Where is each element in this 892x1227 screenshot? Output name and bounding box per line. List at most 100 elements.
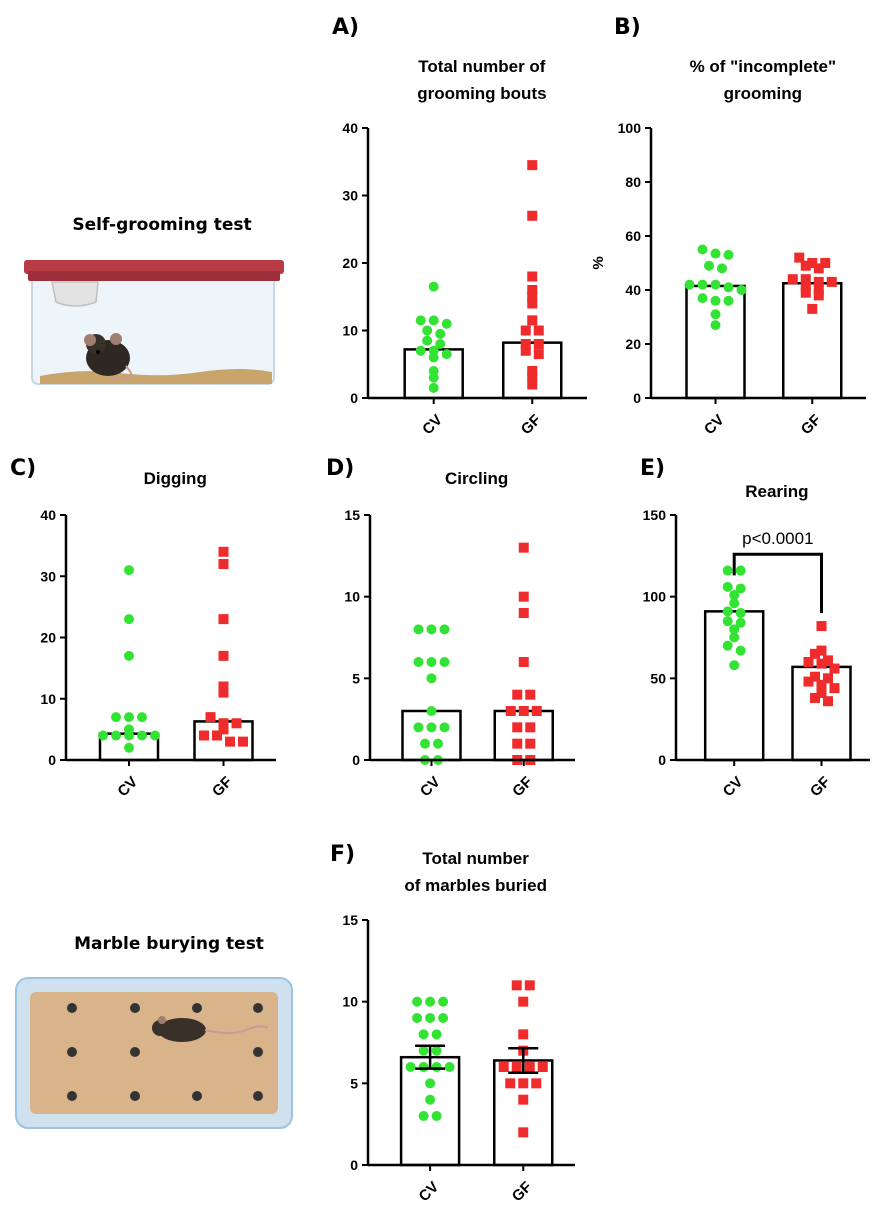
y-tick-label: 60 [625,228,641,244]
data-point-cv [438,1013,449,1023]
data-point-cv [441,349,452,360]
scene-title-grooming: Self-grooming test [72,215,251,235]
y-axis-label: % [590,256,607,269]
data-point-gf [218,687,229,698]
data-point-cv [697,244,708,255]
data-point-gf [810,692,820,703]
data-point-cv [697,279,708,290]
y-tick-label: 0 [352,752,360,768]
y-tick-label: 10 [344,589,360,605]
y-tick-label: 0 [48,752,56,768]
chart-title: Rearing [745,482,808,501]
data-point-cv [413,657,424,667]
data-point-gf [823,655,833,666]
marble [67,1003,77,1013]
y-tick-label: 20 [342,255,358,271]
y-tick-label: 20 [625,336,641,352]
data-point-gf [199,730,209,741]
data-point-cv [710,309,721,320]
data-point-gf [800,282,811,293]
data-point-gf [829,663,840,674]
marble [130,1091,140,1101]
data-point-gf [527,315,538,326]
chart-panel-5: F) Total number of marbles buried 0 5 10 15 CV G… [330,842,575,1205]
data-point-cv [418,1029,429,1040]
data-point-gf [511,1062,522,1072]
data-point-gf [527,291,538,302]
data-point-cv [735,645,746,656]
panel-letter: E) [640,456,665,481]
data-point-gf [816,645,827,656]
data-point-cv [710,248,721,259]
data-point-cv [418,1062,429,1072]
data-point-gf [787,274,798,285]
data-point-gf [205,712,216,723]
data-point-gf [813,263,824,274]
data-point-cv [124,742,134,753]
data-point-cv [736,285,747,295]
data-point-gf [225,736,235,747]
data-point-gf [238,736,248,747]
chart-title: % of "incomplete" [690,57,836,76]
bar-cv [399,1055,461,1167]
data-point-cv [729,598,740,609]
data-point-gf [533,325,544,336]
x-tick-label: GF [807,773,834,800]
data-point-cv [435,339,446,349]
data-point-gf [531,1078,542,1089]
data-point-gf [527,210,538,221]
y-tick-label: 10 [342,994,358,1010]
chart-title: Total number [422,849,529,868]
data-point-gf [524,1062,535,1072]
x-tick-label: CV [720,773,747,800]
data-point-cv [428,382,439,393]
marble [192,1091,202,1101]
data-point-cv [735,617,746,628]
data-point-cv [722,606,733,617]
data-point-gf [533,349,544,360]
data-point-cv [426,657,437,667]
data-point-gf [816,688,827,699]
data-point-cv [98,730,108,741]
data-point-cv [425,996,436,1007]
data-point-gf [800,287,811,298]
data-point-cv [426,673,437,684]
panel-letter: A) [332,15,359,40]
data-point-cv [722,565,733,576]
data-point-cv [425,1013,436,1023]
data-point-gf [810,671,820,682]
data-point-gf [512,738,523,749]
panel-letter: D) [326,456,354,481]
marble-burying-scene: Marble burying test [15,934,293,1129]
data-point-cv [735,608,746,618]
y-tick-label: 150 [643,507,667,523]
x-tick-label: CV [419,411,446,438]
data-point-cv [413,722,424,733]
data-point-cv [684,279,695,290]
data-point-gf [525,689,536,700]
bar-gf [782,282,843,400]
data-point-gf [518,996,529,1007]
data-point-gf [518,608,529,618]
data-point-cv [420,738,430,749]
data-point-gf [512,689,523,700]
data-point-cv [426,722,437,733]
data-point-gf [512,722,523,733]
data-point-cv [428,372,439,383]
data-point-cv [439,722,450,733]
data-point-gf [527,371,538,382]
data-point-gf [807,303,818,314]
chart-title: Circling [445,469,508,488]
y-tick-label: 0 [350,1157,358,1173]
data-point-cv [722,616,733,627]
data-point-cv [729,624,740,635]
data-point-cv [735,583,746,594]
data-point-cv [431,1062,442,1072]
chart-panel-2: C) Digging 0 10 20 30 40 CV GF [10,456,276,800]
data-point-cv [124,650,134,661]
x-tick-label: GF [798,411,825,438]
y-tick-label: 40 [625,282,641,298]
data-point-gf [518,706,529,716]
y-tick-label: 100 [618,120,642,136]
data-point-gf [800,260,811,271]
